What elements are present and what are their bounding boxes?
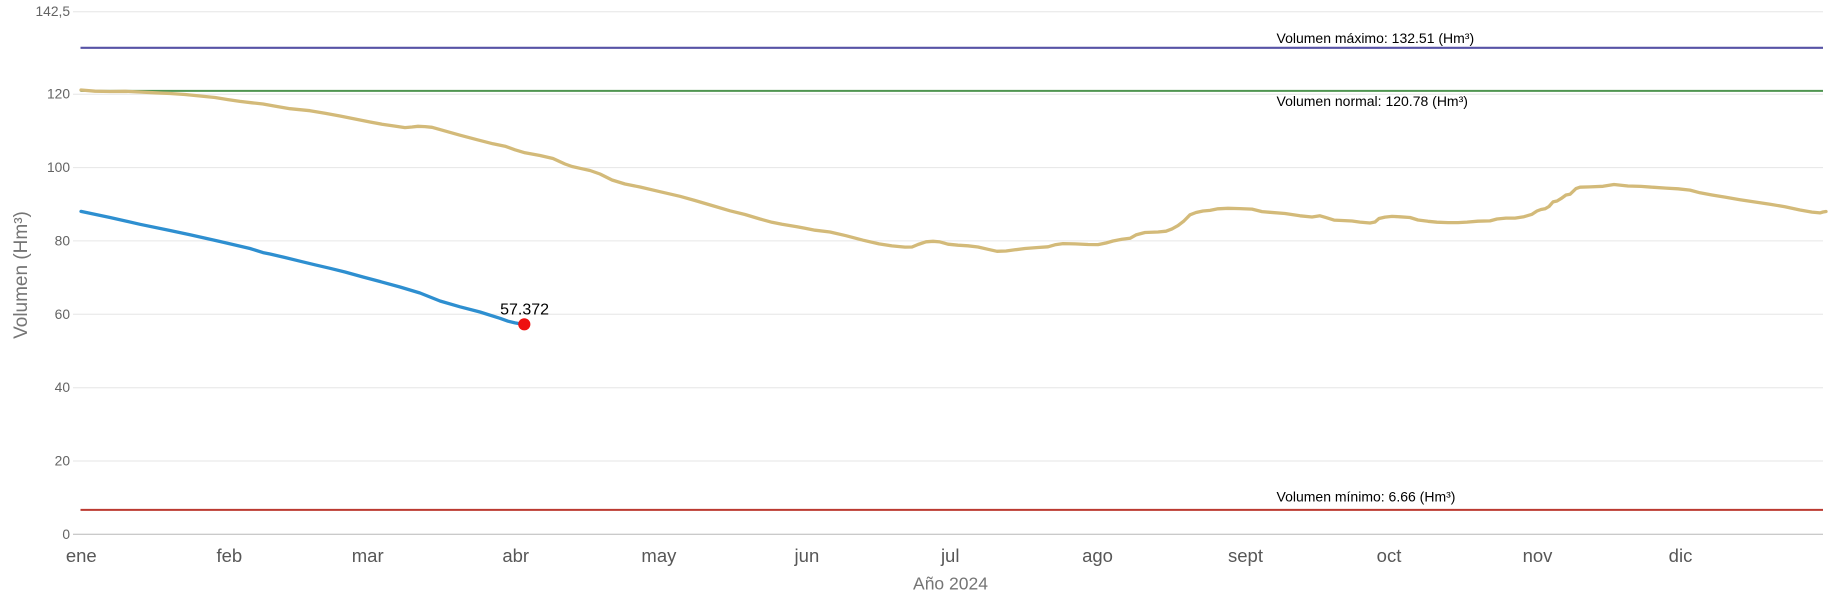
svg-text:abr: abr	[502, 545, 529, 566]
svg-text:mar: mar	[352, 545, 384, 566]
svg-text:jul: jul	[940, 545, 960, 566]
svg-text:Volumen mínimo: 6.66 (Hm³): Volumen mínimo: 6.66 (Hm³)	[1277, 488, 1456, 504]
svg-text:oct: oct	[1377, 545, 1402, 566]
svg-text:jun: jun	[794, 545, 820, 566]
svg-text:0: 0	[62, 527, 70, 542]
svg-text:80: 80	[55, 233, 71, 248]
svg-text:120: 120	[47, 87, 70, 102]
svg-text:ene: ene	[66, 545, 97, 566]
svg-text:sept: sept	[1228, 545, 1263, 566]
svg-text:40: 40	[55, 380, 71, 395]
svg-text:feb: feb	[216, 545, 242, 566]
svg-text:100: 100	[47, 160, 70, 175]
svg-text:nov: nov	[1523, 545, 1554, 566]
svg-text:Volumen normal: 120.78 (Hm³): Volumen normal: 120.78 (Hm³)	[1277, 93, 1468, 109]
svg-text:dic: dic	[1669, 545, 1693, 566]
svg-text:60: 60	[55, 307, 71, 322]
svg-text:57.372: 57.372	[500, 301, 549, 318]
svg-text:ago: ago	[1082, 545, 1113, 566]
svg-text:may: may	[641, 545, 677, 566]
svg-text:Volumen máximo: 132.51 (Hm³): Volumen máximo: 132.51 (Hm³)	[1277, 30, 1475, 46]
svg-text:142,5: 142,5	[35, 4, 70, 19]
svg-text:20: 20	[55, 454, 71, 469]
svg-text:Volumen (Hm³): Volumen (Hm³)	[11, 211, 32, 339]
svg-text:Año 2024: Año 2024	[913, 574, 988, 594]
